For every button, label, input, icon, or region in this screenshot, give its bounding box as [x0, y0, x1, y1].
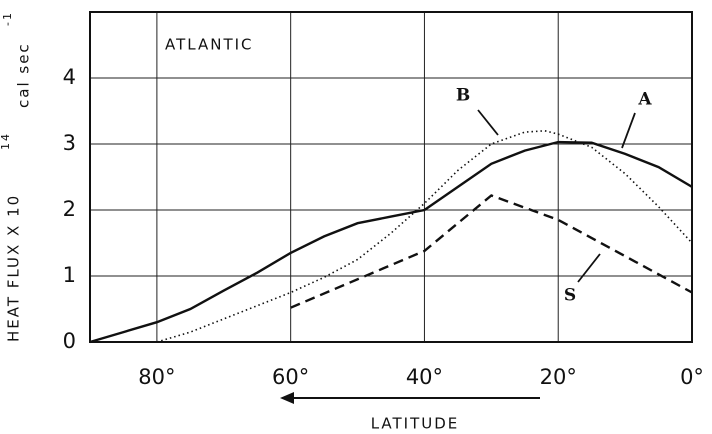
- y-tick-label: 1: [63, 263, 76, 287]
- y-axis-exponent: 14: [0, 132, 12, 150]
- leader-line: [477, 109, 499, 136]
- y-tick-label: 4: [63, 65, 76, 89]
- x-tick-label: 0°: [680, 365, 704, 389]
- y-tick-label: 0: [63, 329, 76, 353]
- line-series: [89, 140, 693, 344]
- y-axis-label: HEAT FLUX X 10: [5, 194, 23, 342]
- x-tick-label: 40°: [406, 365, 443, 389]
- y-axis-unit-exponent: -1: [1, 11, 14, 26]
- arrow-head: [280, 392, 294, 404]
- plot-frame: [89, 11, 693, 343]
- leader-line: [621, 112, 636, 149]
- series-label: B: [456, 86, 470, 106]
- series-label: A: [637, 90, 652, 110]
- x-tick-label: 80°: [138, 365, 175, 389]
- x-tick-label: 60°: [272, 365, 309, 389]
- line-series: [290, 194, 693, 309]
- y-tick-label: 2: [63, 197, 76, 221]
- y-tick-label: 3: [63, 131, 76, 155]
- chart-annotation: ATLANTIC: [165, 36, 254, 54]
- y-axis-unit: cal sec: [15, 42, 33, 108]
- series-label: S: [564, 286, 576, 306]
- leader-line: [577, 253, 601, 283]
- x-axis-label: LATITUDE: [371, 415, 460, 433]
- x-tick-label: 20°: [540, 365, 577, 389]
